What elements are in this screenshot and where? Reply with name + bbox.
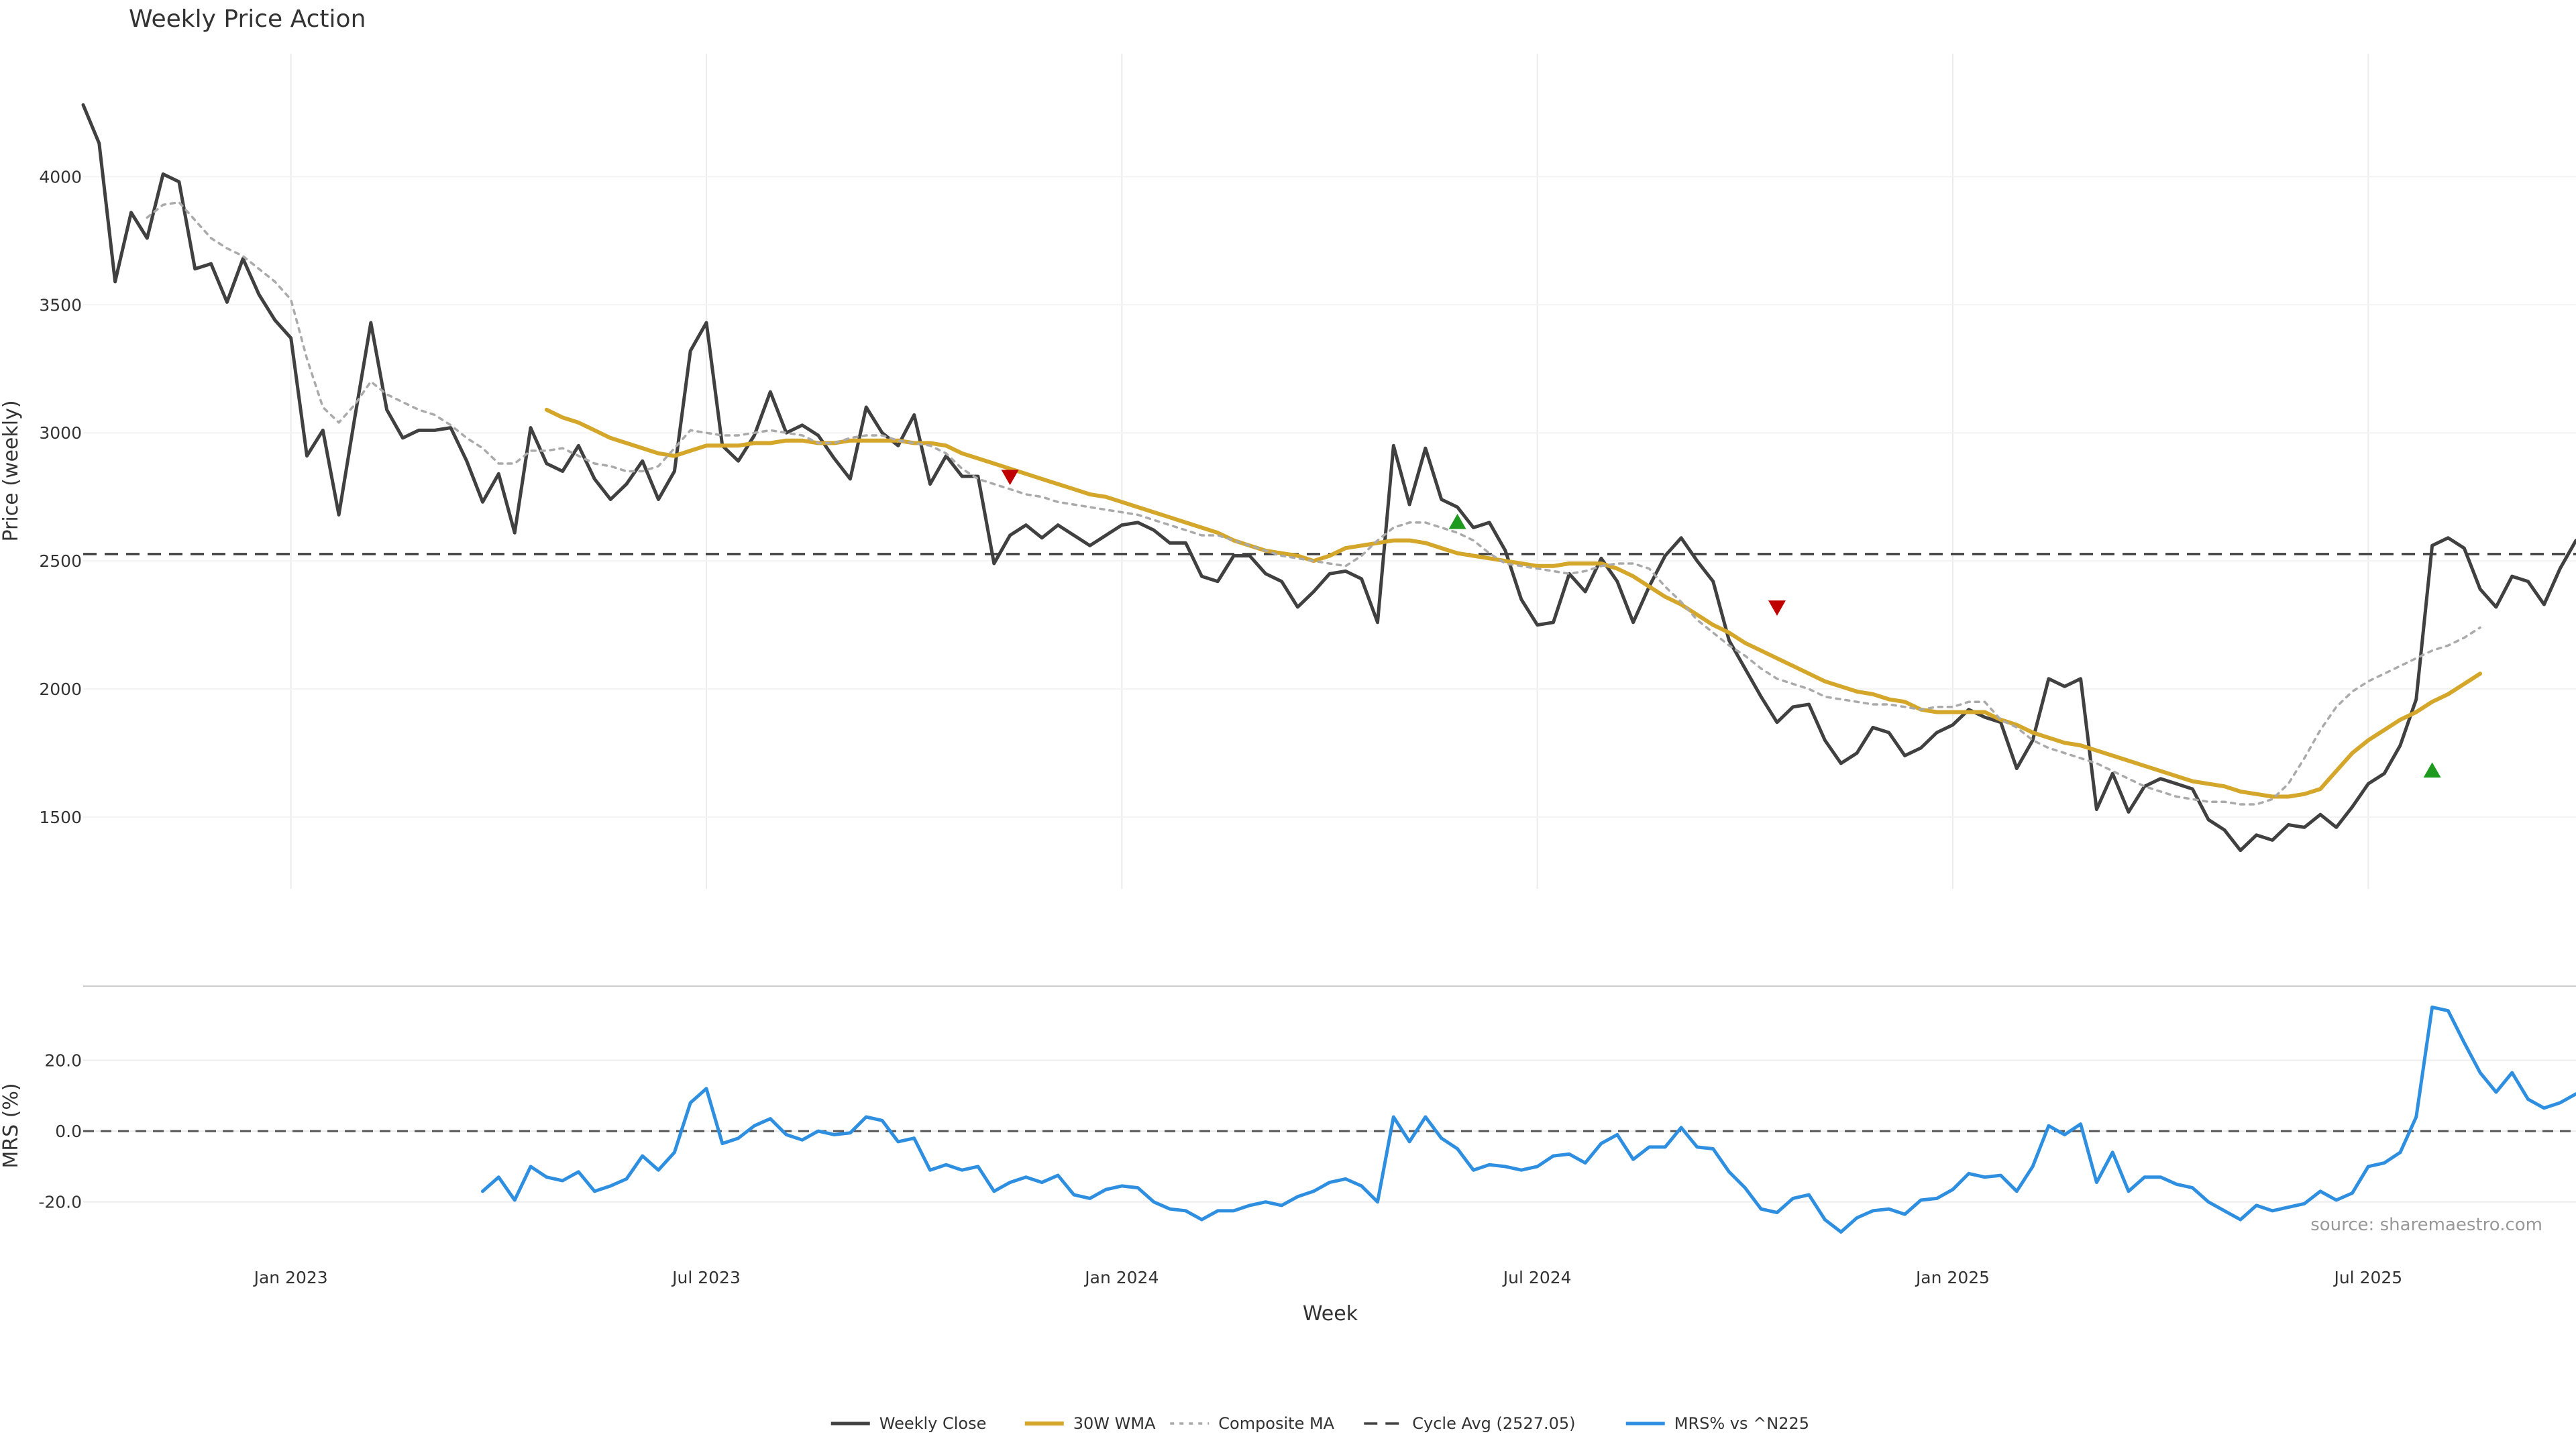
price-y-tick-1500: 1500: [39, 808, 82, 827]
x-tick-label-jul-2024: Jul 2024: [1502, 1268, 1572, 1287]
mrs-y-axis-label: MRS (%): [0, 1083, 23, 1168]
price-panel: 1500 2000 2500 3000 3500 4000 Price (weekly): [0, 54, 2576, 889]
x-axis-label: Week: [1303, 1302, 1358, 1326]
price-series: [81, 103, 2576, 853]
mrs-series: [481, 1005, 2576, 1234]
chart-title: Weekly Price Action: [129, 5, 366, 33]
price-grid: [83, 54, 2576, 889]
x-tick-label-jul-2023: Jul 2023: [671, 1268, 741, 1287]
price-y-tick-3000: 3000: [39, 423, 82, 443]
series-mrs-vs-n225: [481, 1005, 2576, 1234]
x-tick-label-jan-2023: Jan 2023: [253, 1268, 328, 1287]
price-y-tick-4000: 4000: [39, 167, 82, 186]
x-tick-label-jan-2024: Jan 2024: [1083, 1268, 1159, 1287]
mrs-y-tick-20-0: -20.0: [38, 1193, 82, 1212]
x-axis-ticks: Jan 2023 Jul 2023 Jan 2024 Jul 2024 Jan 2025…: [253, 1268, 2403, 1287]
series-composite-ma: [146, 201, 2481, 806]
price-y-tick-2500: 2500: [39, 551, 82, 571]
source-note: source: sharemaestro.com: [2310, 1215, 2542, 1235]
mrs-y-tick-0-0: 0.0: [55, 1122, 82, 1141]
legend-item-weekly-close: Weekly Close: [879, 1414, 987, 1433]
mrs-y-tick-20-0: 20.0: [44, 1051, 82, 1071]
sell-signal-marker: [1768, 600, 1786, 616]
legend-item-composite-ma: Composite MA: [1218, 1414, 1334, 1433]
buy-signal-marker: [2423, 762, 2441, 778]
legend-item-mrs-vs-n225: MRS% vs ^N225: [1674, 1414, 1809, 1433]
series-weekly-close: [81, 103, 2576, 853]
legend: Weekly Close 30W WMA Composite MA Cycle Avg…: [830, 1414, 1809, 1433]
x-tick-label-jul-2025: Jul 2025: [2332, 1268, 2402, 1287]
mrs-panel: -20.0 0.0 20.0 MRS (%): [0, 1005, 2576, 1234]
legend-item-cycle-avg-2527-05: Cycle Avg (2527.05): [1412, 1414, 1575, 1433]
price-y-axis-label: Price (weekly): [0, 400, 23, 541]
x-tick-label-jan-2025: Jan 2025: [1915, 1268, 1990, 1287]
signal-markers: [1001, 470, 2441, 778]
buy-signal-marker: [1448, 513, 1466, 529]
series-30w-wma: [544, 407, 2483, 799]
price-y-tick-3500: 3500: [39, 295, 82, 315]
legend-item-30w-wma: 30W WMA: [1073, 1414, 1156, 1433]
sell-signal-marker: [1001, 470, 1019, 486]
price-y-ticks: 1500 2000 2500 3000 3500 4000: [39, 167, 82, 827]
mrs-y-ticks: -20.0 0.0 20.0: [38, 1051, 82, 1212]
price-y-tick-2000: 2000: [39, 680, 82, 699]
